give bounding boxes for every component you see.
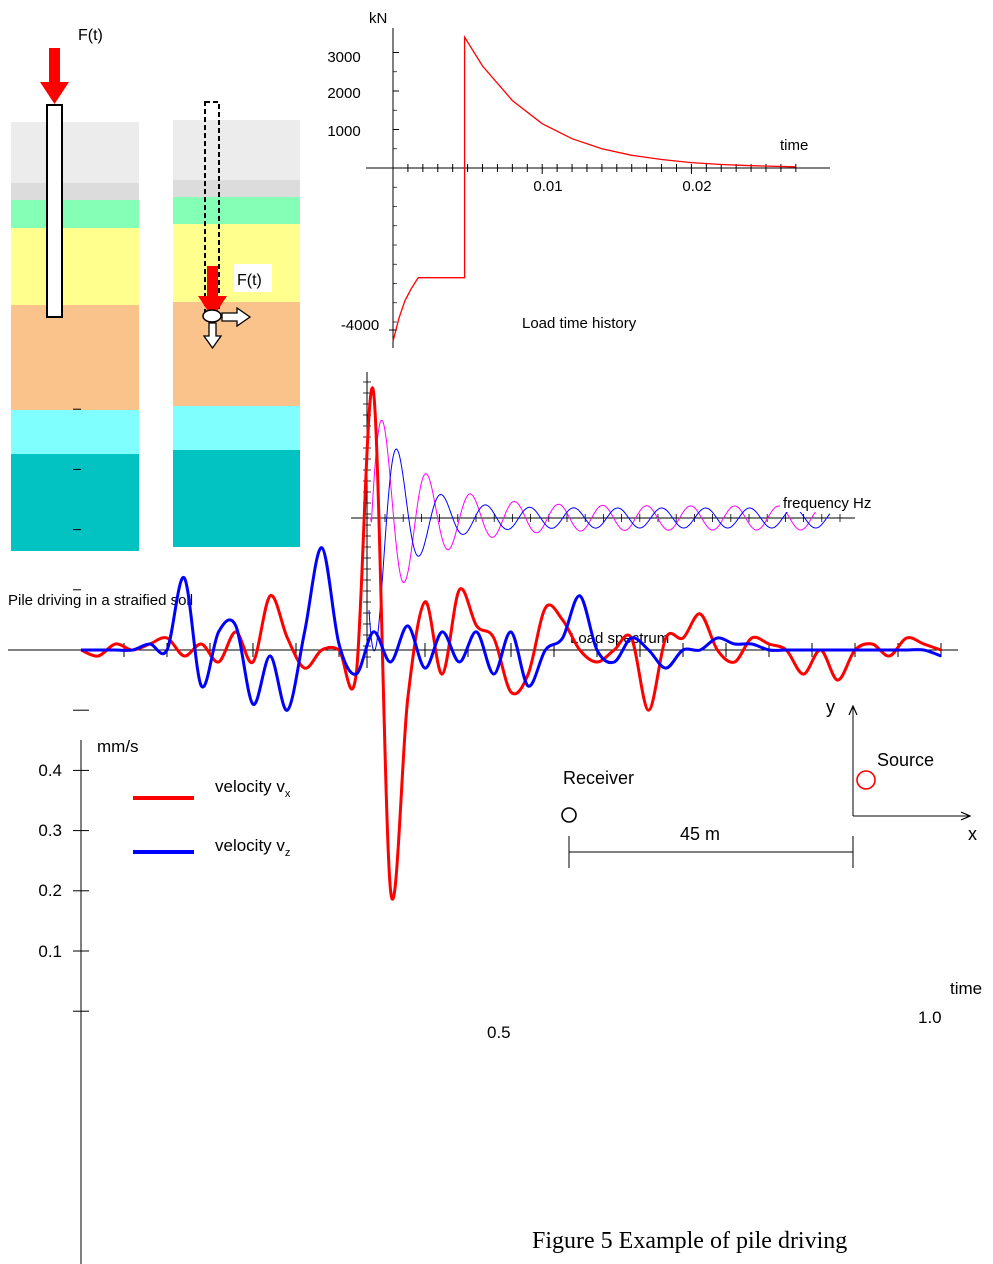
soil-layer-7 bbox=[173, 450, 300, 547]
soil-layer-7 bbox=[11, 454, 139, 551]
load-time-tick-001: 0.01 bbox=[533, 178, 562, 195]
pile-caption: Pile driving in a straified soil bbox=[8, 592, 193, 609]
velocity-tick-02: 0.2 bbox=[38, 881, 62, 900]
legend-label-vz: velocity vz bbox=[215, 836, 290, 859]
load-time-tick-1000: 1000 bbox=[327, 123, 360, 140]
soil-layer-3 bbox=[173, 197, 300, 224]
inset-axis-x: x bbox=[968, 824, 977, 844]
velocity-chart: mm/s 0.4 0.3 0.2 0.1 0.5 1.0 time veloci… bbox=[8, 386, 982, 1264]
load-time-chart: kN 3000 2000 1000 -4000 0.01 0.02 time L… bbox=[327, 10, 830, 348]
source-marker bbox=[856, 770, 876, 790]
soil-layer-1 bbox=[173, 120, 300, 180]
load-time-caption: Load time history bbox=[522, 315, 637, 332]
load-time-tick-3000: 3000 bbox=[327, 49, 360, 66]
soil-layer-6 bbox=[11, 410, 139, 454]
spectrum-x-label: frequency Hz bbox=[783, 495, 871, 512]
force-label-right: F(t) bbox=[237, 272, 262, 289]
velocity-legend: velocity vx velocity vz bbox=[133, 777, 291, 859]
soil-layer-1 bbox=[11, 122, 139, 183]
soil-layer-2 bbox=[173, 180, 300, 197]
pile-diagram: F(t) F(t) Pile driving in a straified so… bbox=[8, 27, 300, 609]
velocity-x-label: time bbox=[950, 979, 982, 998]
inset-axis-y: y bbox=[826, 697, 835, 717]
load-time-tick-neg4000: -4000 bbox=[341, 317, 379, 334]
velocity-tick-03: 0.3 bbox=[38, 821, 62, 840]
load-time-x-label: time bbox=[780, 137, 808, 154]
load-time-series-line bbox=[392, 34, 796, 342]
soil-column-right bbox=[173, 120, 300, 547]
vertical-arrow bbox=[202, 322, 223, 350]
legend-label-vx: velocity vx bbox=[215, 777, 291, 800]
load-spectrum-chart: frequency Hz Load spectrum bbox=[351, 372, 872, 668]
load-time-ticks bbox=[389, 52, 797, 331]
distance-label: 45 m bbox=[680, 824, 720, 844]
source-label: Source bbox=[877, 750, 934, 770]
soil-column-left bbox=[11, 122, 139, 551]
load-time-tick-2000: 2000 bbox=[327, 85, 360, 102]
receiver-label: Receiver bbox=[563, 768, 634, 788]
soil-layer-5 bbox=[11, 305, 139, 410]
force-label-right-bg bbox=[234, 264, 272, 292]
velocity-tick-01: 0.1 bbox=[38, 942, 62, 961]
pile-left bbox=[46, 104, 63, 318]
velocity-tick-10: 1.0 bbox=[918, 1008, 942, 1027]
soil-layer-3 bbox=[11, 200, 139, 228]
soil-layer-2 bbox=[11, 183, 139, 200]
geometry-inset: Receiver Source y x 45 m bbox=[561, 697, 977, 868]
figure-caption: Figure 5 Example of pile driving bbox=[532, 1228, 847, 1254]
force-arrow-right bbox=[198, 266, 227, 318]
receiver-marker bbox=[561, 807, 577, 823]
soil-layer-6 bbox=[173, 406, 300, 450]
velocity-tick-05: 0.5 bbox=[487, 1023, 511, 1042]
force-label-left: F(t) bbox=[78, 27, 103, 44]
spectrum-ticks bbox=[363, 381, 841, 658]
velocity-tick-04: 0.4 bbox=[38, 761, 62, 780]
velocity-vz-line bbox=[80, 546, 942, 712]
soil-layer-4 bbox=[11, 228, 139, 305]
spectrum-series-magenta bbox=[369, 419, 831, 583]
spectrum-x-label-bg bbox=[780, 494, 872, 512]
spectrum-series-blue bbox=[368, 448, 831, 652]
load-time-tick-002: 0.02 bbox=[682, 178, 711, 195]
horizontal-arrow bbox=[221, 306, 252, 328]
point-load-circle bbox=[202, 309, 222, 323]
velocity-y-unit: mm/s bbox=[97, 737, 139, 756]
load-time-y-unit: kN bbox=[369, 10, 387, 27]
force-arrow-left bbox=[40, 48, 69, 104]
